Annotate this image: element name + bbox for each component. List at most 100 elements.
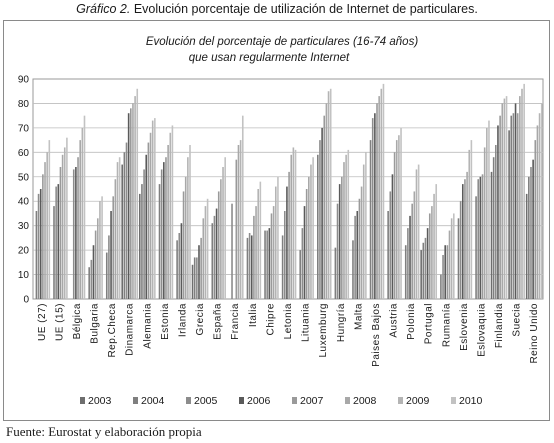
bar — [393, 152, 396, 299]
bar — [39, 189, 42, 299]
bar — [130, 108, 132, 299]
bar — [490, 171, 493, 299]
bar — [134, 96, 136, 299]
bar — [259, 181, 262, 299]
bar — [428, 213, 431, 299]
bar — [277, 176, 279, 299]
bar — [204, 206, 207, 299]
bar — [336, 203, 339, 299]
bar — [35, 211, 38, 299]
bar — [356, 211, 359, 299]
bar — [105, 252, 108, 299]
bar — [99, 201, 101, 299]
bar — [374, 113, 376, 299]
bar — [347, 149, 350, 299]
bar — [206, 198, 209, 299]
y-tick-label: 90 — [18, 75, 30, 86]
bar — [323, 115, 326, 299]
bar — [189, 145, 191, 299]
bar — [358, 198, 361, 299]
bar — [483, 147, 486, 299]
bar — [435, 184, 438, 299]
bar — [292, 147, 295, 299]
bar — [395, 140, 398, 299]
bar — [48, 140, 51, 299]
x-tick-label: Italia — [248, 303, 259, 327]
bar — [61, 154, 64, 299]
bar — [461, 184, 464, 299]
y-tick-label: 20 — [18, 246, 30, 257]
bar — [77, 157, 79, 299]
legend-label: 2004 — [141, 395, 165, 407]
bar — [422, 242, 425, 299]
bar — [281, 235, 284, 299]
bar — [112, 196, 115, 299]
bar — [514, 103, 517, 299]
bar — [198, 245, 200, 299]
bar — [338, 184, 341, 299]
bar — [108, 235, 110, 299]
bar — [345, 154, 347, 299]
bar — [294, 149, 297, 299]
legend-swatch — [292, 397, 297, 404]
bar — [160, 169, 163, 299]
legend-label: 2003 — [88, 395, 112, 407]
bar — [308, 176, 310, 299]
bar — [286, 186, 288, 299]
legend-swatch — [398, 397, 403, 404]
source-note: Fuente: Eurostat y elaboración propia — [6, 424, 202, 439]
bar — [118, 157, 121, 299]
x-tick-label: Chipre — [265, 303, 276, 335]
bar — [442, 255, 444, 299]
bar — [46, 152, 48, 299]
y-tick-label: 0 — [23, 295, 29, 306]
bar — [536, 125, 539, 299]
x-tick-label: Rumanía — [441, 303, 452, 347]
x-tick-label: España — [213, 303, 224, 340]
bar — [398, 135, 400, 299]
bar — [169, 132, 172, 299]
bar — [44, 162, 46, 299]
bar — [213, 215, 216, 299]
bar — [321, 127, 323, 299]
bar — [468, 149, 471, 299]
bar — [101, 196, 103, 299]
bar — [499, 115, 501, 299]
bar — [239, 140, 242, 299]
bar — [268, 228, 271, 299]
bar — [202, 218, 205, 299]
legend-swatch — [239, 397, 244, 404]
x-tick-label: Francia — [230, 303, 241, 340]
x-tick-label: Dinamarca — [125, 303, 136, 356]
bars-layer — [35, 83, 543, 299]
bar — [365, 152, 367, 299]
bar — [387, 211, 389, 299]
bar — [171, 125, 174, 299]
bar — [362, 164, 365, 299]
bar — [407, 228, 409, 299]
y-tick-label: 60 — [18, 148, 30, 159]
bar — [235, 159, 238, 299]
x-tick-label: Finlandia — [494, 303, 505, 348]
bar — [325, 103, 328, 299]
y-tick-label: 70 — [18, 123, 30, 134]
bar — [110, 211, 112, 299]
x-tick-label: Letonia — [283, 303, 294, 339]
bar — [270, 213, 273, 299]
bar — [200, 237, 202, 299]
bar — [158, 184, 161, 299]
chart-title: Evolución del porcentaje de particulares… — [146, 36, 418, 48]
bar — [453, 213, 455, 299]
bar — [409, 215, 411, 299]
bar — [72, 169, 75, 299]
bar — [528, 176, 530, 299]
bar — [360, 186, 363, 299]
x-tick-label: Hungría — [336, 303, 347, 342]
bar — [477, 179, 480, 299]
chart-subtitle: que usan regularmente Internet — [189, 52, 350, 64]
bar — [151, 120, 154, 299]
bar — [246, 237, 249, 299]
bar — [329, 88, 332, 299]
bar — [420, 250, 422, 299]
bar — [530, 167, 532, 299]
